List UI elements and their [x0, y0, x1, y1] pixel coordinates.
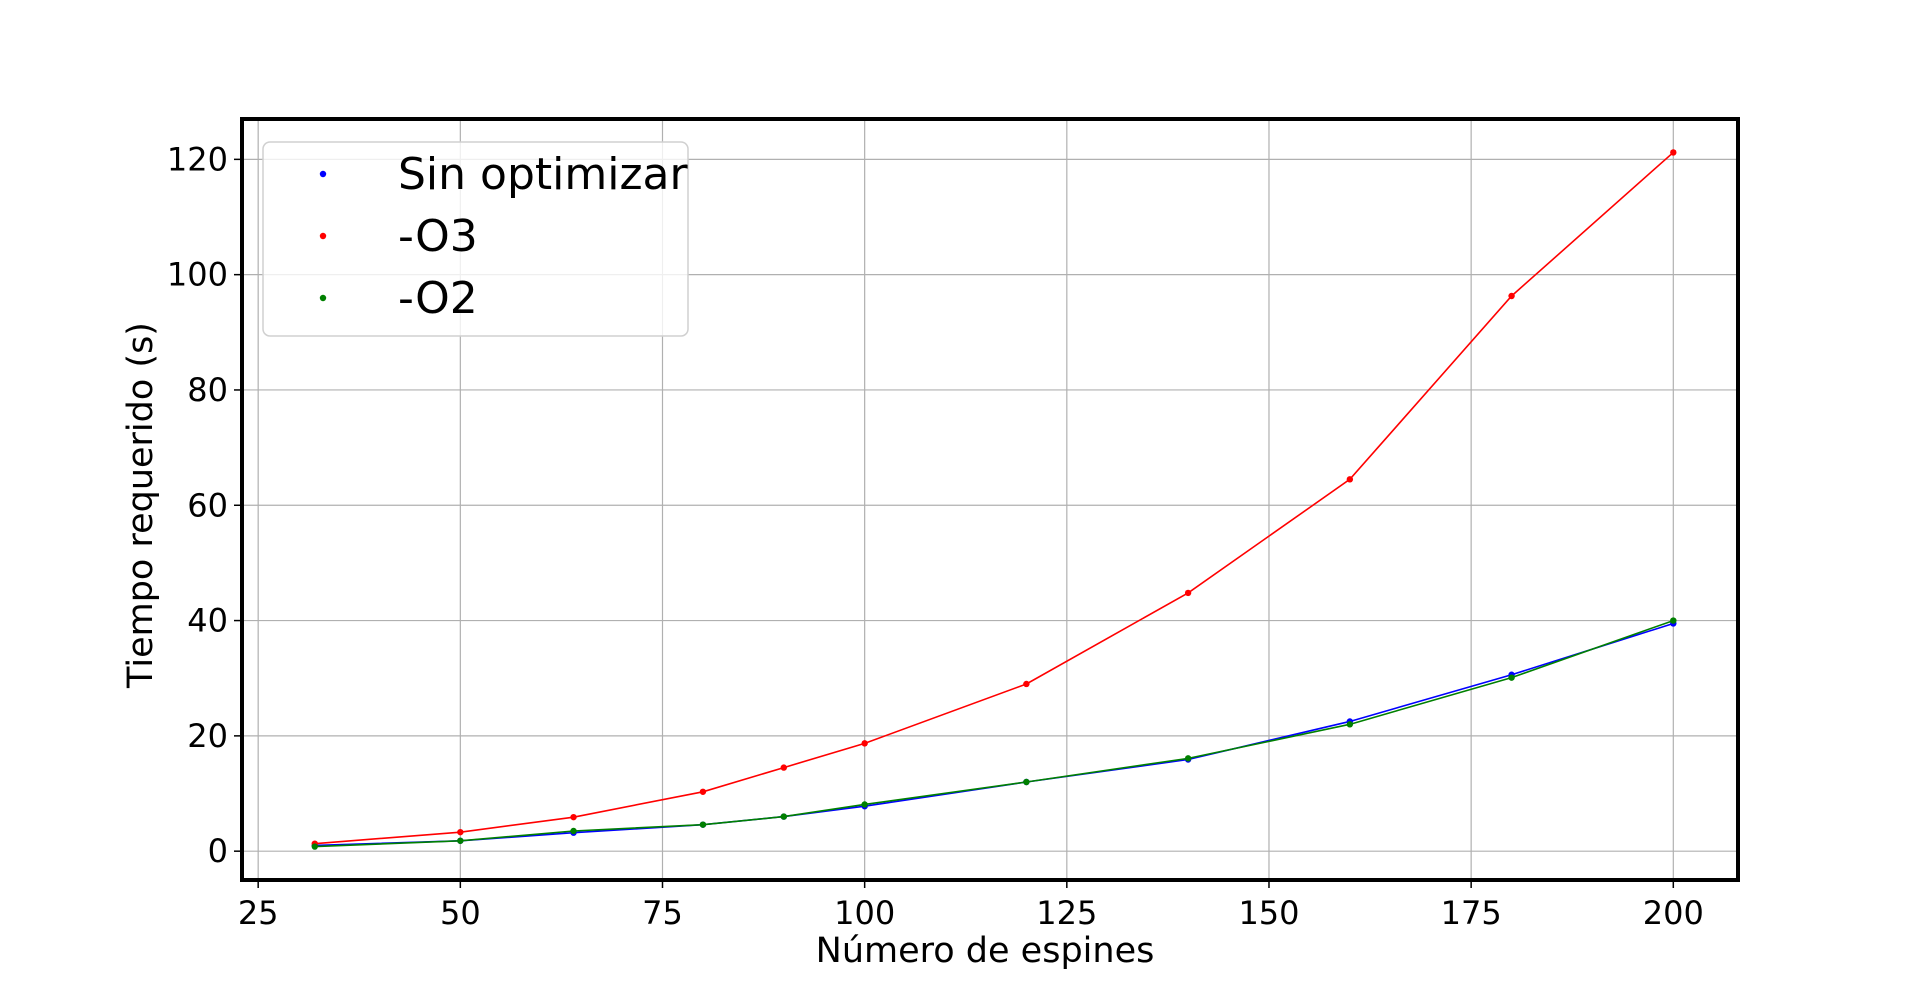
y-tick-label: 20: [187, 717, 228, 755]
legend-marker: [319, 170, 327, 178]
data-point: [1670, 149, 1677, 156]
data-point: [861, 801, 868, 808]
series-1: [311, 149, 1677, 847]
y-tick-label: 0: [208, 832, 228, 870]
data-point: [457, 837, 464, 844]
series-0: [311, 620, 1677, 849]
series-2: [311, 617, 1677, 850]
y-tick-label: 80: [187, 371, 228, 409]
tick-labels: 25 50 75 100 125 150 175 200 0 20 40 60 80 100 120: [167, 140, 1704, 932]
plot-frame: [240, 117, 1740, 882]
x-tick-label: 125: [1036, 894, 1097, 932]
x-tick-label: 100: [834, 894, 895, 932]
x-tick-label: 175: [1441, 894, 1502, 932]
y-axis-label: Tiempo requerido (s): [121, 322, 161, 689]
x-axis-label: Número de espines: [816, 931, 1155, 971]
data-point: [457, 828, 464, 836]
data-point: [780, 813, 787, 820]
x-tick-label: 25: [238, 894, 279, 932]
legend-label: -O3: [398, 211, 478, 262]
data-point: [1346, 476, 1354, 483]
data-point: [570, 813, 577, 821]
data-point: [699, 788, 707, 795]
data-point: [1508, 674, 1515, 681]
series-layer: [311, 149, 1677, 850]
legend-marker: [319, 232, 327, 240]
data-point: [1346, 721, 1354, 728]
data-point: [311, 843, 318, 850]
x-tick-label: 50: [440, 894, 481, 932]
data-point: [1184, 755, 1192, 762]
data-point: [699, 821, 707, 828]
x-tick-label: 150: [1238, 894, 1299, 932]
legend-box: [262, 141, 689, 337]
x-tick-label: 200: [1643, 894, 1704, 932]
legend: Sin optimizar -O3 -O2: [262, 141, 689, 337]
series-line: [314, 622, 1674, 847]
legend-label: -O2: [398, 273, 478, 324]
y-tick-label: 120: [167, 140, 228, 178]
y-tick-label: 60: [187, 486, 228, 524]
data-point: [570, 827, 577, 835]
y-tick-label: 40: [187, 602, 228, 640]
data-point: [1184, 589, 1192, 597]
y-tick-label: 100: [167, 256, 228, 294]
data-point: [1023, 778, 1030, 786]
legend-marker: [319, 294, 327, 302]
legend-label: Sin optimizar: [398, 149, 688, 200]
data-point: [780, 764, 787, 771]
data-point: [1670, 617, 1677, 624]
series-line: [314, 619, 1674, 848]
data-point: [1023, 680, 1030, 688]
data-point: [1508, 292, 1515, 300]
x-tick-label: 75: [642, 894, 683, 932]
grid-lines: [242, 119, 1738, 880]
data-point: [861, 740, 868, 747]
